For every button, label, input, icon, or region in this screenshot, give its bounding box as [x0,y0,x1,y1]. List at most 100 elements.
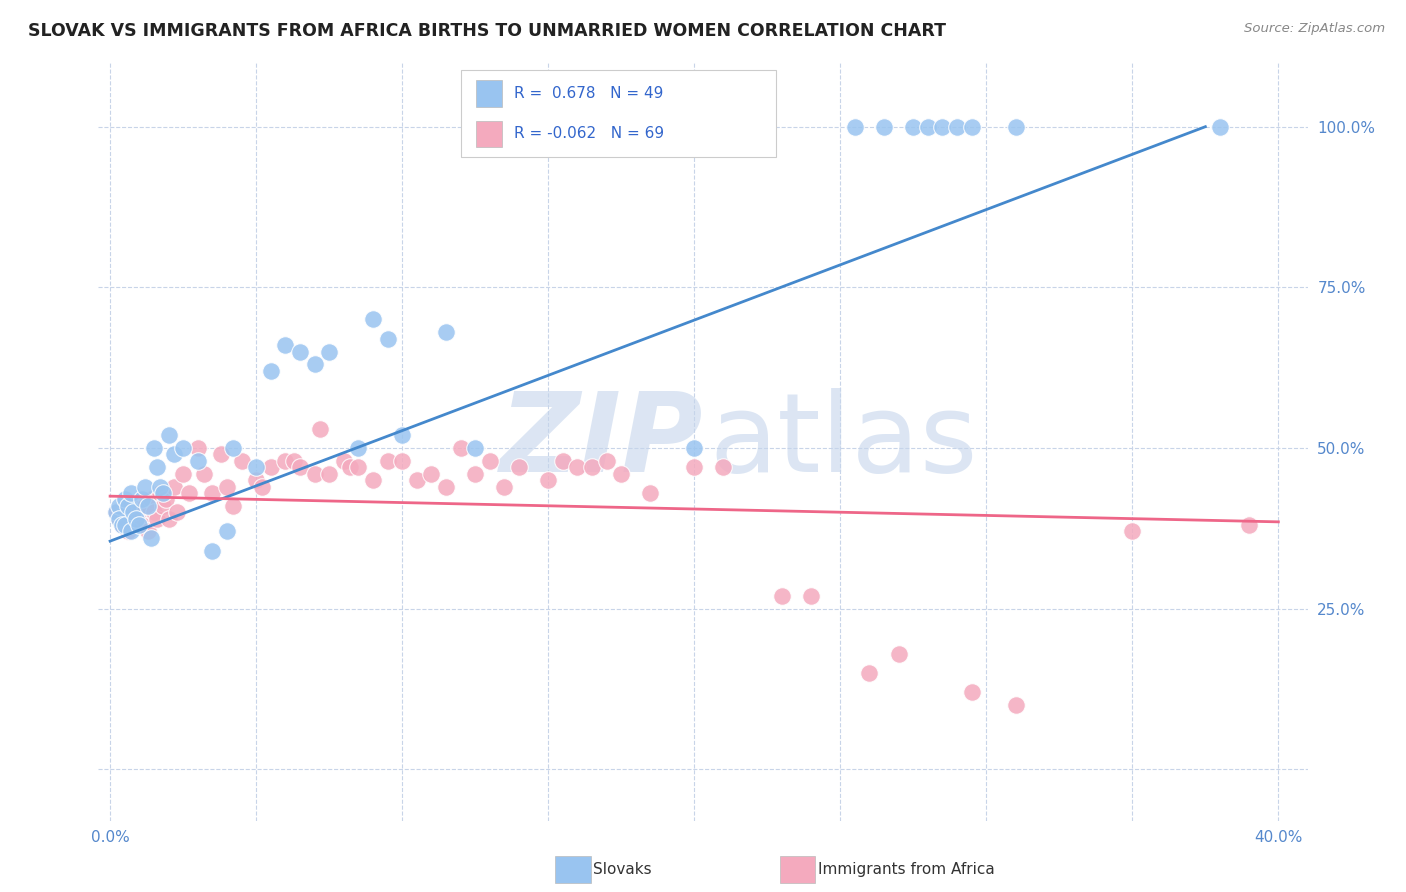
Point [610,467,633,481]
Text: Source: ZipAtlas.com: Source: ZipAtlas.com [1244,22,1385,36]
Point [960,120,983,134]
Point [464,467,486,481]
Point [405,473,427,487]
Point [163,479,186,493]
Point [260,364,283,378]
Point [134,499,156,513]
Point [931,120,953,134]
Point [274,454,297,468]
Point [1004,698,1026,712]
Point [139,492,162,507]
Point [567,460,589,475]
Point [136,524,159,539]
Point [157,511,180,525]
Point [231,454,253,468]
Point [114,492,136,507]
Point [104,505,127,519]
Text: SLOVAK VS IMMIGRANTS FROM AFRICA BIRTHS TO UNMARRIED WOMEN CORRELATION CHART: SLOVAK VS IMMIGRANTS FROM AFRICA BIRTHS … [28,22,946,40]
Point [201,543,224,558]
Point [288,460,311,475]
Point [347,441,370,455]
Point [146,460,169,475]
Point [1121,524,1143,539]
Point [142,505,165,519]
Point [1209,120,1232,134]
Point [108,511,131,525]
Point [187,441,209,455]
Point [215,479,238,493]
Point [134,479,156,493]
Point [683,460,706,475]
Point [114,505,136,519]
FancyBboxPatch shape [461,70,776,157]
Point [250,479,273,493]
Point [274,338,297,352]
Point [117,524,139,539]
Point [903,120,925,134]
Point [125,511,148,525]
Point [713,460,735,475]
Point [551,454,574,468]
Point [222,499,245,513]
Point [946,120,969,134]
Point [120,499,142,513]
Point [104,505,127,519]
Point [434,479,457,493]
Point [917,120,939,134]
Point [131,518,153,533]
Text: R =  0.678   N = 49: R = 0.678 N = 49 [515,86,664,101]
Text: atlas: atlas [709,388,977,495]
Point [155,492,177,507]
Point [361,312,384,326]
Point [149,479,172,493]
Point [152,499,174,513]
Point [245,473,267,487]
Point [283,454,305,468]
Point [108,499,131,513]
Point [125,511,148,525]
Point [377,454,399,468]
Point [581,460,603,475]
Point [304,358,326,372]
Point [139,531,162,545]
Point [420,467,443,481]
Text: ZIP: ZIP [499,388,703,495]
Point [537,473,560,487]
Point [120,524,142,539]
Point [347,460,370,475]
Point [844,120,866,134]
Point [142,441,165,455]
Point [120,486,142,500]
Point [111,518,134,533]
Point [146,511,169,525]
Point [508,460,530,475]
Text: Slovaks: Slovaks [593,863,652,877]
Text: Immigrants from Africa: Immigrants from Africa [818,863,995,877]
Point [1237,518,1260,533]
Bar [475,120,502,147]
Point [128,505,150,519]
Point [149,486,172,500]
Point [187,454,209,468]
Point [873,120,896,134]
Point [361,473,384,487]
Point [222,441,245,455]
Point [640,486,662,500]
Point [111,518,134,533]
Point [117,499,139,513]
Point [166,505,188,519]
Point [128,518,150,533]
Point [260,460,283,475]
Point [683,441,706,455]
Point [122,505,145,519]
Point [391,454,413,468]
Point [209,447,232,461]
Point [122,518,145,533]
Point [309,422,332,436]
Point [770,589,793,603]
Point [887,647,910,661]
Point [131,492,153,507]
Text: R = -0.062   N = 69: R = -0.062 N = 69 [515,126,665,141]
Point [215,524,238,539]
Point [478,454,501,468]
